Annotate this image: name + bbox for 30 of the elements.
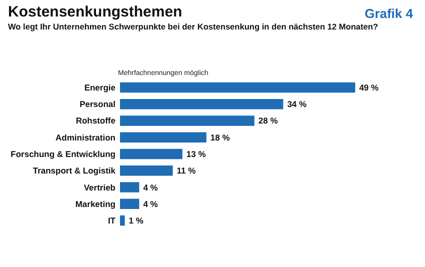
bar [120,182,140,192]
y-tick-label: Vertrieb [84,182,116,192]
bar [120,98,284,110]
y-tick-label: Forschung & Entwicklung [10,149,116,159]
data-label: 4 % [143,198,158,209]
bar [120,165,173,176]
y-tick-label: Marketing [75,198,116,209]
bar [120,82,356,93]
text: Grafik 4 [364,6,413,21]
y-tick-label: Personal [80,99,116,110]
data-label: 49 % [359,82,380,92]
y-tick-label: Transport & Logistik [32,166,116,176]
data-label: 28 % [258,116,278,126]
y-tick-label: Administration [56,132,116,142]
bar [120,148,182,160]
data-label: 1 % [128,216,144,226]
bar [120,198,140,210]
bar [120,132,206,143]
chart-subtitle: Wo legt Ihr Unternehmen Schwerpunkte bei der Kostensenkung in den nächsten 12 Monaten? [8,22,378,32]
chart-title: Kostensenkungsthemen [8,4,182,21]
y-tick-label: Rohstoffe [76,116,116,126]
bar [120,116,254,126]
y-tick-label: IT [108,216,116,226]
data-label: 34 % [287,99,308,110]
data-label: 4 % [143,182,158,192]
bar [120,215,125,226]
data-label: 18 % [210,132,230,142]
y-tick-label: Energie [84,82,116,92]
data-label: 11 % [176,166,196,176]
data-label: 13 % [186,149,206,159]
